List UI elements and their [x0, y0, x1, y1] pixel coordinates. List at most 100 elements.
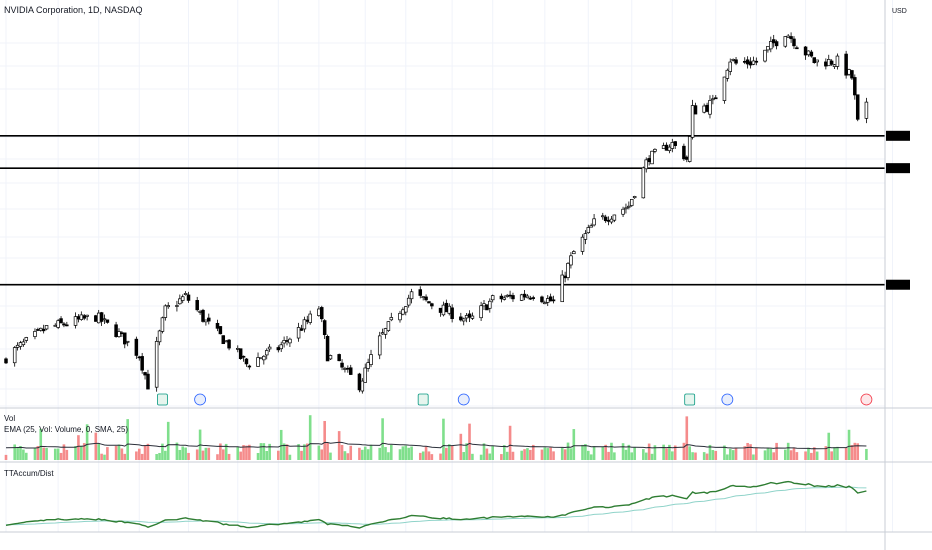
volume-bar [114, 445, 118, 460]
candle [742, 57, 747, 65]
candle [120, 330, 124, 338]
candle [566, 262, 570, 281]
candle-body [241, 355, 246, 358]
candle-body [267, 346, 272, 350]
candle-body [754, 60, 759, 63]
candle-body [73, 316, 78, 326]
currency-label[interactable]: USD [892, 8, 907, 15]
volume-bar [662, 444, 665, 460]
split-badge [860, 393, 873, 406]
candle-body [320, 307, 324, 320]
candle-body [682, 145, 686, 160]
candle-body [461, 318, 466, 322]
volume-legend: EMA (25, Vol: Volume, 0, SMA, 25) [4, 425, 128, 434]
candle-body [36, 329, 40, 331]
volume-bar [783, 449, 787, 460]
volume-bar [135, 451, 138, 460]
candle-body [24, 337, 29, 341]
candle-body [59, 318, 63, 324]
candle [809, 49, 814, 58]
volume-bar [749, 444, 752, 460]
candle [624, 203, 628, 214]
candle [461, 317, 466, 326]
candle-body [421, 296, 425, 298]
volume-bar [143, 445, 147, 460]
volume-bar [320, 449, 324, 460]
candle-body [731, 59, 735, 61]
candle-body [531, 297, 536, 299]
candle [183, 291, 188, 296]
dividend-badge [721, 393, 734, 406]
candle-body [641, 167, 646, 199]
chart-title: NVIDIA Corporation, 1D, NASDAQ [4, 5, 143, 15]
candle [734, 56, 738, 66]
candle-body [647, 158, 651, 163]
candle [227, 338, 231, 351]
candle-body [99, 312, 104, 322]
volume-bar [288, 454, 292, 460]
candle [511, 292, 515, 302]
candle [603, 214, 608, 223]
candle-body [21, 341, 26, 346]
candle-body [479, 305, 483, 319]
volume-bar [343, 451, 347, 460]
candle [105, 319, 110, 324]
candle-body [4, 358, 8, 364]
candle-body [499, 295, 504, 300]
volume-bar [146, 443, 150, 460]
volume-bar [734, 447, 738, 460]
volume-bar [769, 448, 773, 460]
candle [320, 305, 324, 323]
volume-bar [227, 453, 231, 460]
volume-bar [682, 442, 686, 460]
volume-bar [688, 446, 691, 460]
candle-body [325, 335, 330, 362]
volume-bar [85, 424, 89, 460]
volume-bar [731, 450, 735, 460]
candle [467, 310, 472, 323]
candle [543, 300, 547, 305]
candle-body [789, 36, 793, 40]
candle-body [140, 356, 144, 371]
volume-bar [19, 446, 22, 460]
candle [592, 213, 596, 227]
candle-body [806, 50, 811, 56]
earnings-badge [684, 393, 696, 406]
dividend-marker [457, 393, 470, 406]
candle [586, 224, 591, 234]
volume-bar [265, 451, 269, 460]
volume-bar [604, 444, 607, 460]
candle [447, 303, 451, 316]
candle [650, 150, 654, 165]
candle-body [809, 51, 814, 57]
candle [308, 310, 312, 325]
candle [783, 36, 788, 48]
volume-bar [123, 453, 127, 460]
candle [186, 291, 191, 303]
candle-body [644, 159, 648, 170]
candle-body [447, 305, 451, 314]
candle-body [134, 338, 139, 356]
volume-bar [282, 443, 286, 460]
volume-bar [450, 445, 454, 460]
volume-bar [262, 443, 266, 460]
candle [117, 328, 121, 338]
candle [548, 293, 553, 302]
candle-body [589, 225, 593, 228]
candle-body [357, 373, 362, 391]
candle-body [120, 332, 124, 335]
volume-bar [277, 450, 280, 460]
candle-body [343, 368, 347, 370]
volume-bar [563, 449, 567, 460]
volume-bar [502, 445, 506, 460]
candle [195, 296, 199, 312]
candle-body [33, 331, 37, 337]
candle-body [288, 338, 292, 344]
candle-body [157, 330, 162, 343]
candle [673, 140, 677, 150]
volume-bar [204, 447, 208, 460]
candle [832, 64, 837, 70]
candle-body [847, 69, 851, 75]
candle [470, 312, 475, 320]
volume-bar [387, 452, 390, 460]
